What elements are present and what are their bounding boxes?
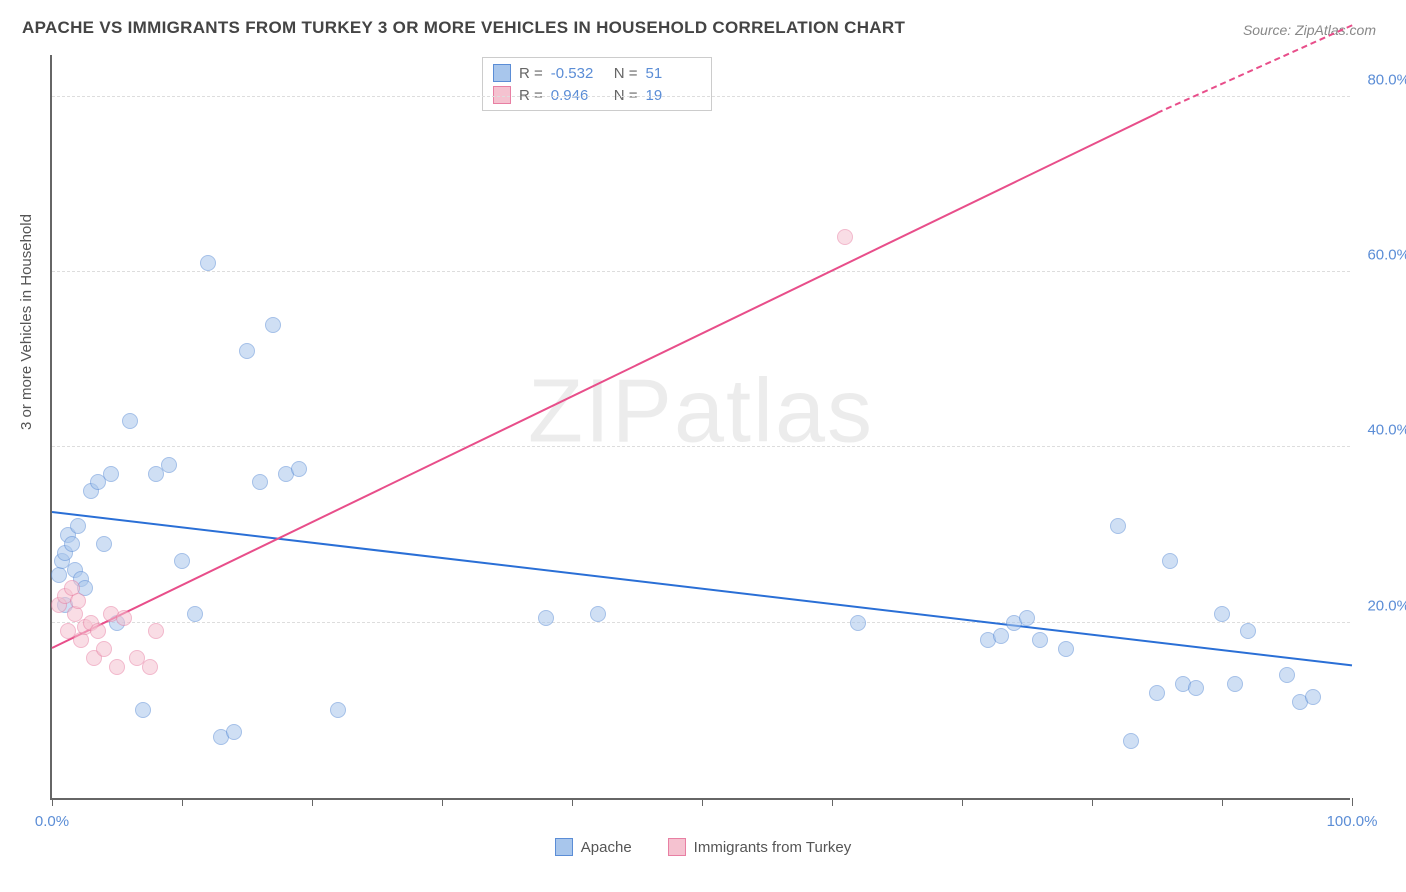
data-point <box>1227 676 1243 692</box>
data-point <box>330 702 346 718</box>
legend-item: Apache <box>555 838 632 856</box>
data-point <box>837 229 853 245</box>
n-value: 51 <box>646 65 701 82</box>
x-tick <box>572 798 573 806</box>
data-point <box>187 606 203 622</box>
trend-line <box>52 511 1352 666</box>
data-point <box>90 623 106 639</box>
data-point <box>200 255 216 271</box>
stats-row: R = -0.532 N = 51 <box>493 62 701 84</box>
x-tick <box>442 798 443 806</box>
data-point <box>1149 685 1165 701</box>
data-point <box>70 593 86 609</box>
data-point <box>161 457 177 473</box>
source-attribution: Source: ZipAtlas.com <box>1243 22 1376 38</box>
x-tick <box>52 798 53 806</box>
data-point <box>1123 733 1139 749</box>
data-point <box>135 702 151 718</box>
r-value: -0.532 <box>551 65 606 82</box>
plot-area: ZIPatlas R =-0.532N =51R =0.946N =19 20.… <box>50 55 1350 800</box>
legend-swatch <box>555 838 573 856</box>
data-point <box>70 518 86 534</box>
y-axis-title: 3 or more Vehicles in Household <box>18 214 35 430</box>
y-tick-label: 40.0% <box>1355 422 1406 439</box>
data-point <box>1214 606 1230 622</box>
data-point <box>96 641 112 657</box>
data-point <box>1279 667 1295 683</box>
x-tick <box>702 798 703 806</box>
legend-swatch <box>493 64 511 82</box>
x-tick <box>1352 798 1353 806</box>
grid-line <box>52 622 1350 623</box>
x-tick <box>832 798 833 806</box>
data-point <box>252 474 268 490</box>
data-point <box>1058 641 1074 657</box>
grid-line <box>52 446 1350 447</box>
x-tick <box>1092 798 1093 806</box>
grid-line <box>52 96 1350 97</box>
x-tick <box>182 798 183 806</box>
data-point <box>148 623 164 639</box>
data-point <box>590 606 606 622</box>
x-tick <box>312 798 313 806</box>
data-point <box>1162 553 1178 569</box>
series-legend: Apache Immigrants from Turkey <box>0 838 1406 860</box>
legend-item: Immigrants from Turkey <box>668 838 852 856</box>
y-tick-label: 80.0% <box>1355 71 1406 88</box>
grid-line <box>52 271 1350 272</box>
data-point <box>96 536 112 552</box>
watermark: ZIPatlas <box>528 360 874 463</box>
x-tick <box>962 798 963 806</box>
legend-label: Immigrants from Turkey <box>694 839 852 856</box>
x-tick-label: 0.0% <box>35 813 69 830</box>
data-point <box>109 659 125 675</box>
data-point <box>1188 680 1204 696</box>
y-tick-label: 60.0% <box>1355 247 1406 264</box>
x-tick <box>1222 798 1223 806</box>
data-point <box>1305 689 1321 705</box>
n-label: N = <box>614 65 638 82</box>
data-point <box>116 610 132 626</box>
data-point <box>64 536 80 552</box>
data-point <box>993 628 1009 644</box>
data-point <box>265 317 281 333</box>
stats-legend: R =-0.532N =51R =0.946N =19 <box>482 57 712 111</box>
trend-line-dashed <box>1157 25 1353 114</box>
data-point <box>174 553 190 569</box>
data-point <box>850 615 866 631</box>
data-point <box>538 610 554 626</box>
legend-label: Apache <box>581 839 632 856</box>
y-tick-label: 20.0% <box>1355 597 1406 614</box>
data-point <box>122 413 138 429</box>
data-point <box>142 659 158 675</box>
chart-title: APACHE VS IMMIGRANTS FROM TURKEY 3 OR MO… <box>22 18 905 38</box>
data-point <box>1032 632 1048 648</box>
data-point <box>1019 610 1035 626</box>
data-point <box>239 343 255 359</box>
x-tick-label: 100.0% <box>1327 813 1378 830</box>
legend-swatch <box>668 838 686 856</box>
trend-line <box>52 112 1158 648</box>
data-point <box>103 466 119 482</box>
data-point <box>291 461 307 477</box>
data-point <box>1110 518 1126 534</box>
data-point <box>1240 623 1256 639</box>
r-label: R = <box>519 65 543 82</box>
data-point <box>226 724 242 740</box>
